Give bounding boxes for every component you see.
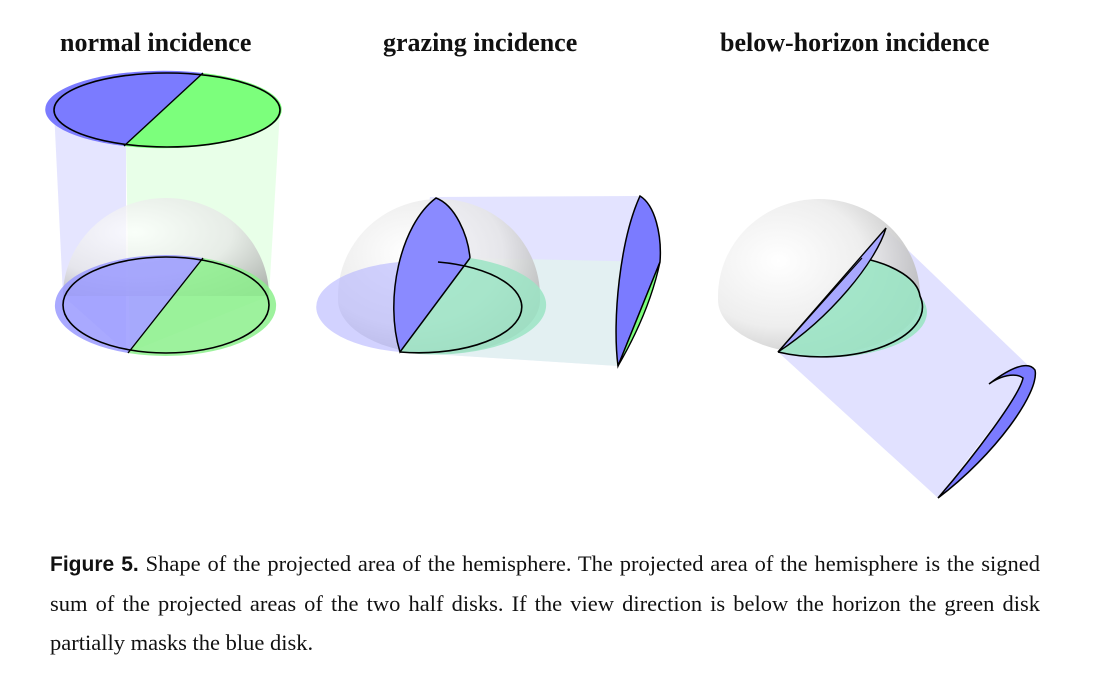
base-disk-outline [777,257,924,358]
caption-text: Shape of the projected area of the hemis… [50,551,1041,655]
blue-half-disk [54,255,203,353]
green-half-disk [778,258,927,358]
panel-title-normal: normal incidence [60,28,252,57]
base-disk-outline [399,261,523,354]
blue-half-disk-outline [393,197,471,354]
panel-grazing-incidence [316,194,662,369]
blue-half-disk [393,198,470,352]
panel-below-horizon-incidence [718,199,1037,499]
green-half-disk [400,258,547,355]
base-disk-diameter [127,257,204,354]
base-disk-outline [62,256,270,354]
figure-caption: Figure 5. Shape of the projected area of… [50,544,1040,662]
projected-blue-half [615,194,662,369]
green-half-disk [128,258,277,356]
projected-disk-outline [53,72,281,148]
projected-disk-diameter [123,72,204,147]
projected-green-half [617,261,661,367]
panel-title-grazing: grazing incidence [383,28,578,57]
projected-blue-crescent [937,364,1037,499]
caption-label: Figure 5. [50,553,139,576]
projected-blue-half [45,70,203,146]
base-disk-diameter [777,257,863,353]
panel-title-below-horizon: below-horizon incidence [720,28,990,57]
panel-normal-incidence [45,70,282,356]
projected-green-half [124,73,282,149]
